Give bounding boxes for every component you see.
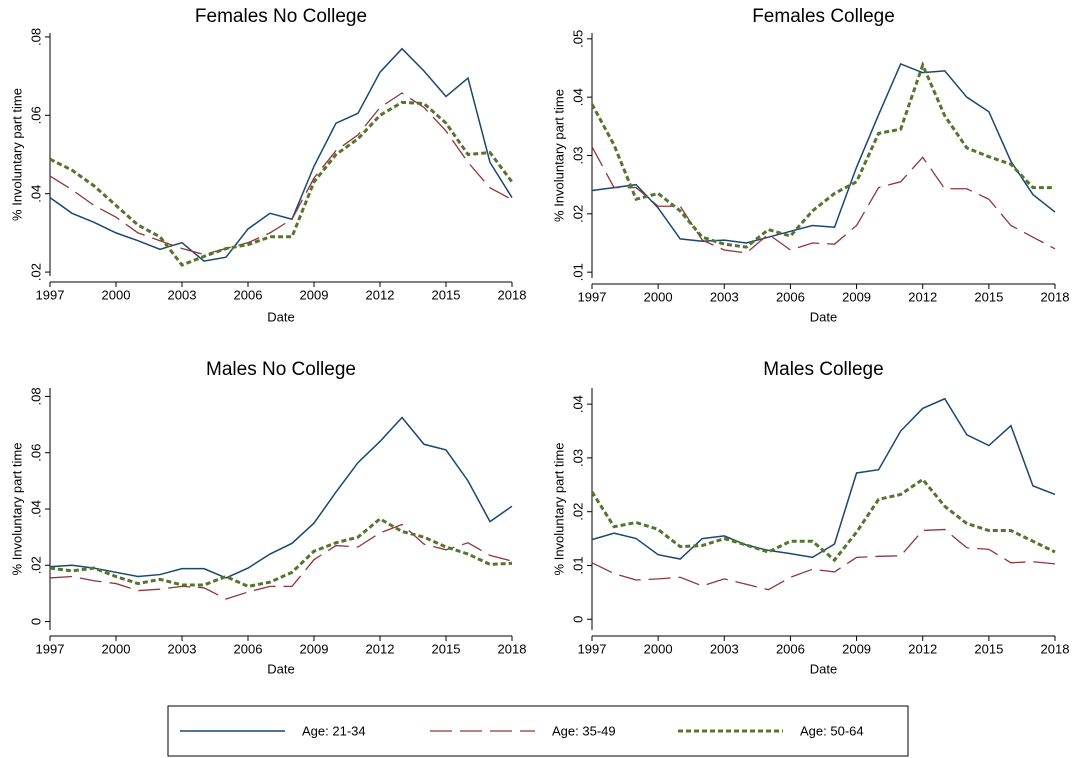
x-axis-label: Date <box>267 309 294 324</box>
x-tick-label: 2012 <box>366 641 395 656</box>
x-tick-label: 2018 <box>1041 641 1070 656</box>
x-tick-label: 2018 <box>1041 289 1070 304</box>
y-tick-label: .03 <box>570 146 585 164</box>
x-tick-label: 2006 <box>234 641 263 656</box>
x-tick-label: 2000 <box>644 289 673 304</box>
y-tick-label: .04 <box>28 185 43 203</box>
y-tick-label: .02 <box>570 503 585 521</box>
y-axis-label: % Involuntary part time <box>551 89 566 222</box>
x-tick-label: 2015 <box>432 287 461 302</box>
x-tick-label: 2009 <box>300 641 329 656</box>
y-tick-label: .04 <box>28 500 43 518</box>
x-tick-label: 2003 <box>710 289 739 304</box>
y-tick-label: .06 <box>28 444 43 462</box>
y-tick-label: .04 <box>570 88 585 106</box>
y-axis-label: % Involuntary part time <box>551 443 566 576</box>
x-tick-label: 2018 <box>498 641 527 656</box>
x-tick-label: 2003 <box>168 641 197 656</box>
x-tick-label: 2000 <box>644 641 673 656</box>
series-line <box>49 416 513 579</box>
x-tick-label: 2015 <box>974 289 1003 304</box>
x-tick-label: 2018 <box>498 287 527 302</box>
x-tick-label: 2003 <box>168 287 197 302</box>
chart-title: Females College <box>752 6 895 27</box>
x-tick-label: 2015 <box>974 641 1003 656</box>
y-tick-label: .01 <box>570 556 585 574</box>
chart-title: Males College <box>763 359 883 380</box>
x-tick-label: 1997 <box>36 287 65 302</box>
y-tick-label: 0 <box>570 616 585 623</box>
x-tick-label: 1997 <box>578 641 607 656</box>
y-tick-label: .05 <box>570 30 585 48</box>
x-tick-label: 2006 <box>234 287 263 302</box>
x-tick-label: 1997 <box>36 641 65 656</box>
x-tick-label: 2009 <box>842 289 871 304</box>
x-tick-label: 2015 <box>432 641 461 656</box>
series-line <box>591 146 1056 254</box>
legend-label: Age: 35-49 <box>552 723 616 738</box>
x-axis-label: Date <box>810 309 837 324</box>
series-line <box>49 100 514 267</box>
y-tick-label: .01 <box>570 263 585 281</box>
y-tick-label: .08 <box>28 387 43 405</box>
series-line <box>49 523 513 600</box>
chart-title: Males No College <box>206 359 356 380</box>
legend-box <box>167 705 909 757</box>
legend-label: Age: 21-34 <box>302 723 366 738</box>
x-tick-label: 2003 <box>710 641 739 656</box>
y-tick-label: .06 <box>28 106 43 124</box>
x-tick-label: 2006 <box>776 289 805 304</box>
series-line <box>591 397 1056 560</box>
y-tick-label: .03 <box>570 449 585 467</box>
y-axis-label: % Involuntary part time <box>9 443 24 576</box>
y-tick-label: .02 <box>28 556 43 574</box>
series-line <box>591 62 1056 244</box>
x-axis-label: Date <box>810 661 837 676</box>
series-line <box>590 60 1055 249</box>
x-tick-label: 2000 <box>102 641 131 656</box>
x-tick-label: 2012 <box>908 289 937 304</box>
series-line <box>590 477 1056 563</box>
x-tick-label: 2000 <box>102 287 131 302</box>
series-line <box>49 517 513 588</box>
series-line <box>49 92 513 256</box>
x-axis-label: Date <box>267 661 294 676</box>
series-line <box>591 528 1056 591</box>
legend-label: Age: 50-64 <box>800 723 864 738</box>
x-tick-label: 2006 <box>776 641 805 656</box>
y-tick-label: .04 <box>570 395 585 413</box>
x-tick-label: 1997 <box>578 289 607 304</box>
series-line <box>49 47 513 262</box>
chart-title: Females No College <box>195 6 367 27</box>
y-tick-label: .02 <box>28 263 43 281</box>
x-tick-label: 2012 <box>908 641 937 656</box>
y-tick-label: .08 <box>28 28 43 46</box>
x-tick-label: 2009 <box>300 287 329 302</box>
y-axis-label: % Involuntary part time <box>9 88 24 221</box>
x-tick-label: 2009 <box>842 641 871 656</box>
y-tick-label: .02 <box>570 205 585 223</box>
x-tick-label: 2012 <box>366 287 395 302</box>
y-tick-label: 0 <box>28 618 43 625</box>
